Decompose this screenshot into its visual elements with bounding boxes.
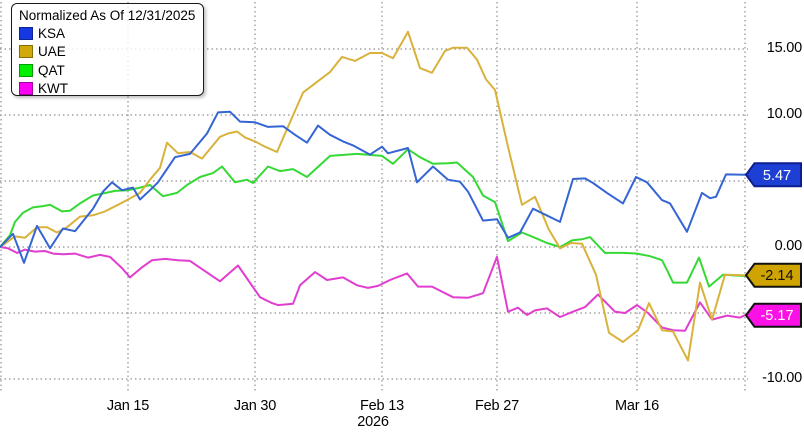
legend-label-KWT: KWT [38, 81, 68, 97]
legend-items: KSA UAE QAT KWT [19, 24, 195, 98]
x-axis-label-Feb-27: Feb 27 [475, 398, 519, 414]
chart-legend[interactable]: Normalized As Of 12/31/2025 KSA UAE QAT KWT [11, 3, 204, 96]
x-axis-year-label: 2026 [357, 414, 389, 430]
legend-label-KSA: KSA [38, 25, 66, 41]
y-axis-label-10.00: 10.00 [766, 106, 802, 122]
x-axis-label-Feb-13: Feb 13 [360, 398, 404, 414]
y-axis-label-15.00: 15.00 [766, 40, 802, 56]
legend-item-KWT[interactable]: KWT [19, 80, 195, 99]
x-axis-label-Jan-30: Jan 30 [233, 398, 277, 414]
legend-swatch-UAE [19, 45, 33, 59]
value-badge-KSA [744, 162, 802, 188]
legend-swatch-QAT [19, 63, 33, 77]
value-badge-label-KSA: 5.47 [763, 168, 791, 184]
legend-item-UAE[interactable]: UAE [19, 43, 195, 62]
series-line-KSA[interactable] [0, 110, 746, 264]
x-axis-label-Mar-16: Mar 16 [615, 398, 659, 414]
y-axis-label--10.00: -10.00 [762, 370, 802, 386]
legend-swatch-KWT [19, 82, 33, 96]
x-axis-label-Jan-15: Jan 15 [106, 398, 150, 414]
legend-item-KSA[interactable]: KSA [19, 24, 195, 43]
value-badge-label-KWT: -5.17 [760, 308, 793, 324]
value-badge-label-UAE: -2.14 [760, 268, 793, 284]
legend-title: Normalized As Of 12/31/2025 [19, 8, 196, 23]
legend-item-QAT[interactable]: QAT [19, 61, 195, 80]
series-line-QAT[interactable] [0, 148, 746, 288]
series-line-UAE[interactable] [0, 30, 746, 362]
value-badge-UAE [744, 262, 802, 288]
legend-swatch-KSA [19, 26, 33, 40]
legend-label-UAE: UAE [38, 44, 66, 60]
value-badge-KWT [744, 302, 802, 328]
y-axis-label-0.00: 0.00 [774, 238, 803, 254]
series-line-KWT[interactable] [0, 246, 746, 332]
legend-label-QAT: QAT [38, 62, 65, 78]
